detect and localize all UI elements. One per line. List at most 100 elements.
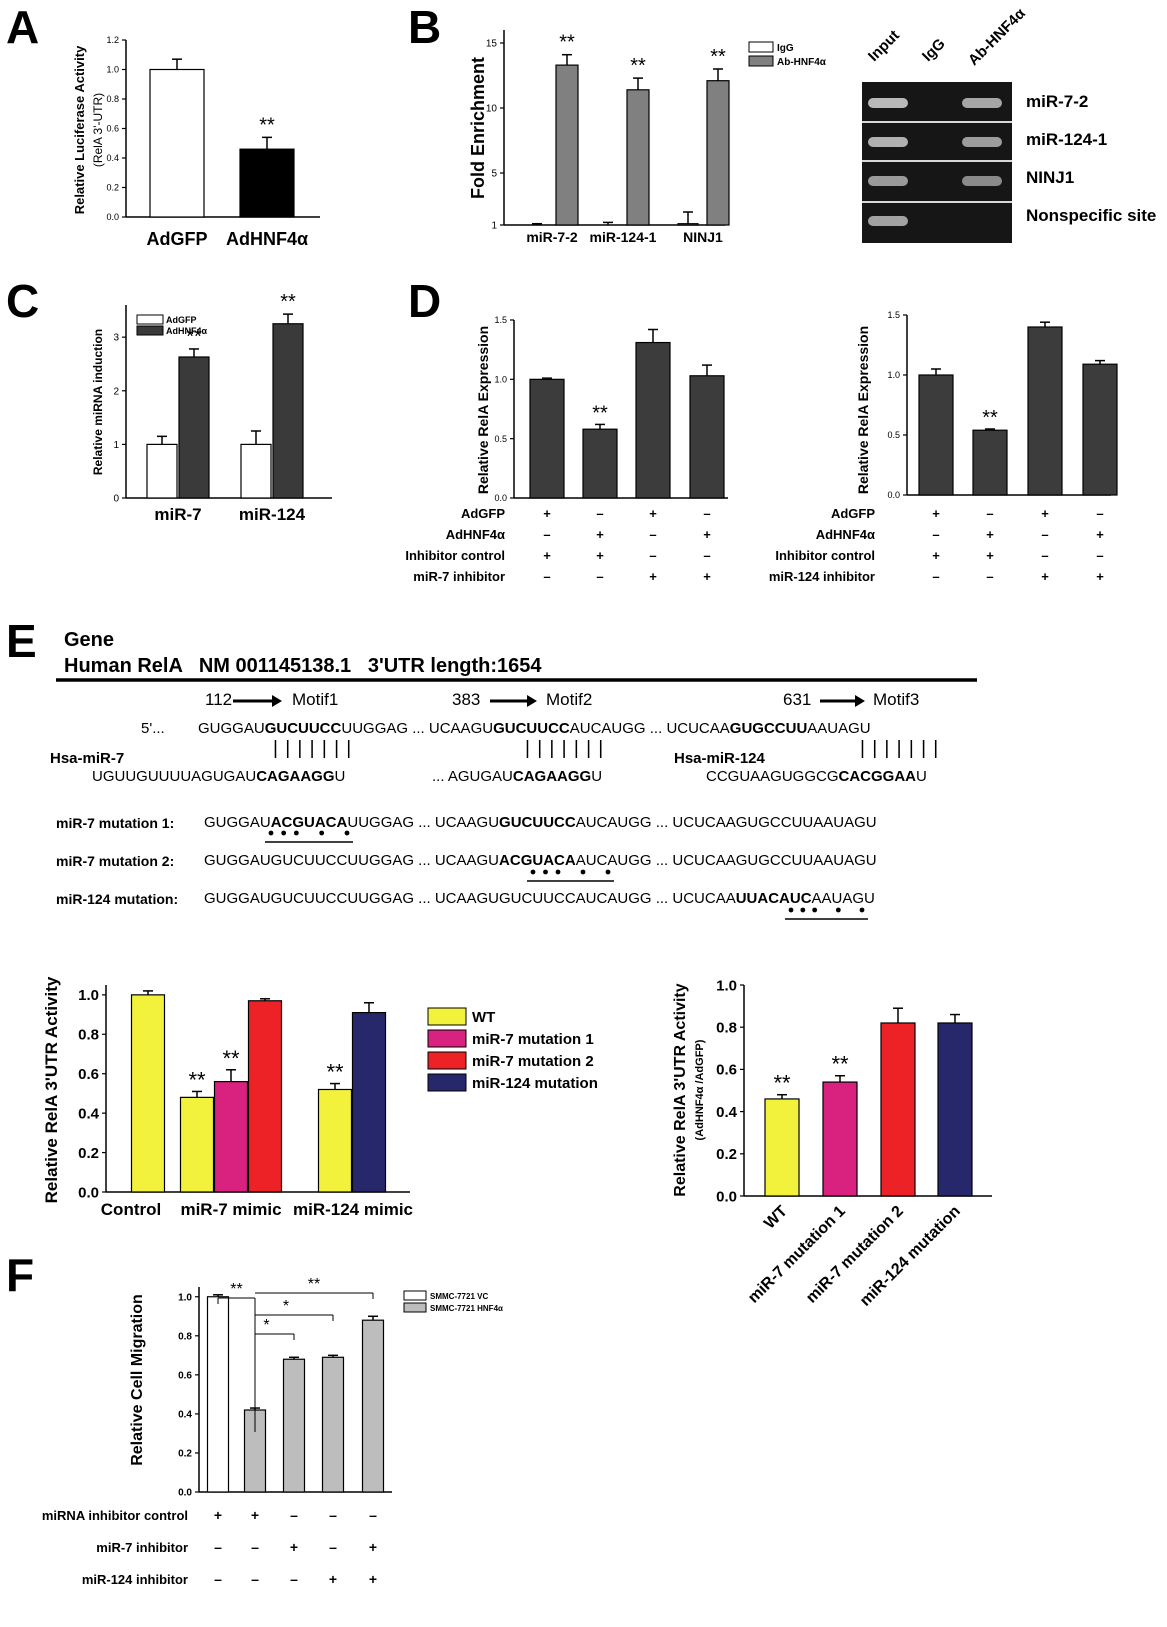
significance-mark: ** — [559, 32, 575, 54]
condition-row-label: AdGFP — [831, 506, 875, 521]
legend-label: AdHNF4α — [166, 326, 207, 336]
y-tick-label: 1.0 — [78, 987, 99, 1004]
condition-sign: – — [649, 548, 656, 563]
significance-mark: * — [263, 1317, 269, 1334]
condition-sign: + — [214, 1507, 222, 1523]
condition-sign: + — [369, 1571, 377, 1587]
condition-sign: + — [986, 548, 994, 563]
y-tick-label: 0.8 — [78, 1027, 99, 1044]
y-tick-label: 0.2 — [178, 1448, 192, 1459]
condition-sign: – — [649, 527, 656, 542]
y-tick-label: 0.8 — [106, 94, 119, 104]
condition-sign: – — [703, 506, 710, 521]
condition-sign: – — [596, 506, 603, 521]
condition-sign: – — [290, 1507, 298, 1523]
y-axis-label-sub: (AdHNF4α /AdGFP) — [694, 1039, 706, 1140]
y-tick-label: 0.0 — [106, 212, 119, 222]
bar-ab-hnf4a — [706, 80, 730, 226]
base-pairing-lines: | | | | | | | — [273, 738, 353, 759]
condition-sign: – — [251, 1571, 259, 1587]
mir7-label: Hsa-miR-7 — [50, 750, 125, 767]
mutation-dot — [319, 830, 325, 836]
x-category-label: miR-7 mutation 2 — [803, 1203, 907, 1307]
bar-miR-124-mutation — [937, 1022, 973, 1197]
y-tick-label: 1.0 — [494, 374, 507, 384]
y-tick-label: 1.0 — [178, 1292, 192, 1303]
legend-swatch — [748, 55, 774, 67]
condition-sign: – — [290, 1571, 298, 1587]
condition-sign: + — [932, 506, 940, 521]
gel-band — [962, 98, 1002, 108]
condition-sign: – — [596, 569, 603, 584]
mir124-sequence: CCGUAAGUGGCGCACGGAAU — [706, 768, 927, 785]
y-axis-label: Relative RelA 3'UTR Activity — [672, 983, 689, 1196]
mutation-dot — [281, 830, 287, 836]
y-tick-label: 0.0 — [78, 1184, 99, 1201]
y-tick-label: 0.0 — [887, 490, 900, 500]
bar-miR-7-mutation-1 — [822, 1081, 858, 1197]
y-axis-label: Relative Luciferase Activity — [72, 45, 87, 214]
x-category-label: WT — [761, 1203, 791, 1233]
gel-band — [962, 137, 1002, 147]
condition-row-label: miR-7 inhibitor — [413, 569, 505, 584]
gene-heading: Gene — [64, 629, 115, 651]
bar — [1027, 326, 1063, 496]
y-tick-label: 0.2 — [106, 183, 119, 193]
five-prime-label: 5'... — [141, 720, 165, 737]
bar — [321, 1356, 345, 1493]
y-axis-label: Relative miRNA induction — [91, 329, 105, 475]
condition-sign: + — [543, 548, 551, 563]
condition-row-label: Inhibitor control — [405, 548, 505, 563]
mutation-dot — [543, 869, 548, 875]
condition-sign: – — [329, 1539, 337, 1555]
x-category-label: AdGFP — [147, 229, 208, 249]
condition-sign: – — [543, 569, 550, 584]
mutation-dot — [812, 907, 818, 913]
condition-sign: + — [251, 1507, 259, 1523]
condition-sign: – — [214, 1571, 222, 1587]
bar-adhnf4a — [178, 356, 210, 499]
panel-letter-e: E — [6, 615, 37, 667]
gel-row-label: NINJ1 — [1026, 168, 1075, 187]
y-tick-label: 0.4 — [178, 1409, 192, 1420]
condition-sign: – — [703, 548, 710, 563]
significance-mark: ** — [630, 55, 646, 77]
condition-sign: – — [329, 1507, 337, 1523]
condition-sign: + — [649, 506, 657, 521]
mir124-label: Hsa-miR-124 — [674, 750, 765, 767]
x-category-label: AdHNF4α — [226, 229, 308, 249]
bar — [918, 374, 954, 496]
motif2-name: Motif2 — [546, 690, 593, 709]
y-tick-label: 0.5 — [494, 434, 507, 444]
bar-ab-hnf4a — [555, 64, 579, 226]
gel-band — [868, 176, 908, 186]
significance-mark: ** — [186, 326, 202, 348]
y-tick-label: 0.8 — [178, 1331, 192, 1342]
bar-adgfp — [240, 443, 272, 499]
y-tick-label: 10 — [486, 104, 498, 115]
gel-band — [868, 137, 908, 147]
condition-sign: + — [290, 1539, 298, 1555]
condition-sign: + — [1096, 527, 1104, 542]
condition-row-label: miRNA inhibitor control — [42, 1508, 188, 1523]
condition-row-label: AdHNF4α — [816, 527, 875, 542]
y-tick-label: 0.5 — [887, 430, 900, 440]
mutation-sequence: GUGGAUGUCUUCCUUGGAG ... UCAAGUACGUACAAUC… — [204, 852, 877, 869]
condition-row-label: Inhibitor control — [775, 548, 875, 563]
significance-mark: ** — [308, 1276, 320, 1293]
legend-label: WT — [472, 1009, 495, 1026]
bar-AdHNF4α — [239, 148, 295, 218]
bar-WT — [317, 1088, 353, 1193]
mir7-sequence-motif2: ... AGUGAUCAGAAGGU — [432, 768, 603, 785]
significance-mark: ** — [259, 114, 275, 136]
x-category-label: miR-124 — [239, 505, 306, 524]
mir7-sequence: UGUUGUUUUAGUGAUCAGAAGGU — [92, 768, 346, 785]
bar-AdGFP — [149, 68, 205, 218]
mutation-sequence: GUGGAUACGUACAUUGGAG ... UCAAGUGUCUUCCAUC… — [204, 814, 877, 831]
motif3-name: Motif3 — [873, 690, 920, 709]
bar — [206, 1296, 230, 1493]
x-category-label: miR-7 mutation 1 — [745, 1203, 849, 1307]
legend-label: Ab-HNF4α — [777, 57, 827, 68]
y-tick-label: 5 — [491, 169, 497, 180]
